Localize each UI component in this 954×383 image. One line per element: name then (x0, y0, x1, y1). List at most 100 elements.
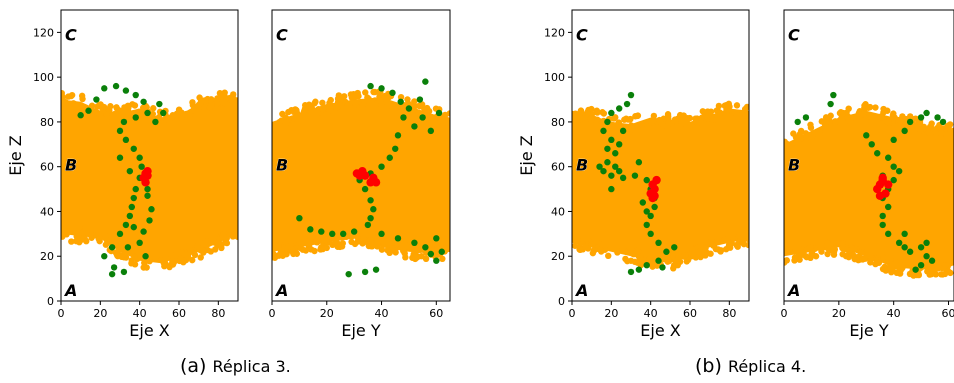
y-tick-label: 20 (551, 250, 565, 263)
path-point (296, 214, 303, 222)
x-tick-label: 60 (429, 307, 443, 320)
path-point (400, 114, 407, 121)
path-point (132, 91, 139, 99)
membrane-point (307, 238, 314, 245)
membrane-point (601, 246, 609, 253)
path-point (394, 132, 402, 139)
y-tick-label: 20 (40, 250, 54, 263)
membrane-point (818, 118, 826, 125)
path-point (671, 244, 678, 251)
membrane-point (818, 248, 825, 255)
path-point (397, 98, 404, 105)
membrane-point (272, 243, 280, 250)
membrane-point (378, 237, 386, 245)
y-tick-label: 0 (558, 295, 565, 308)
path-point (794, 118, 801, 126)
membrane-point (850, 114, 858, 121)
membrane-point (279, 252, 286, 259)
path-point (635, 159, 643, 166)
membrane-point (279, 110, 286, 118)
membrane-point (233, 227, 238, 234)
path-point (361, 268, 369, 276)
membrane-point (128, 260, 135, 267)
x-tick-label: 0 (781, 307, 788, 320)
path-point (367, 214, 374, 222)
membrane-point (832, 118, 839, 125)
membrane-point (423, 104, 431, 112)
x-tick-label: 40 (375, 307, 389, 320)
membrane-point (323, 244, 330, 252)
membrane-point (315, 106, 322, 113)
path-point (612, 150, 619, 157)
membrane-point (698, 243, 705, 250)
path-point (830, 91, 837, 99)
membrane-point (296, 239, 303, 246)
membrane-point (234, 233, 238, 240)
membrane-point (612, 114, 619, 121)
path-point (901, 244, 908, 251)
membrane-point (706, 240, 714, 247)
path-point (663, 248, 670, 255)
path-point (93, 96, 100, 103)
membrane-band (61, 89, 238, 271)
membrane-point (886, 263, 894, 270)
path-point (130, 194, 137, 202)
membrane-point (410, 251, 417, 258)
membrane-point (917, 127, 924, 134)
path-point (144, 109, 151, 117)
region-label-b: B (576, 155, 588, 174)
membrane-point (178, 115, 186, 122)
path-point (112, 82, 120, 90)
membrane-point (170, 112, 177, 120)
membrane-point (72, 102, 80, 110)
membrane-point (169, 257, 176, 265)
membrane-point (709, 116, 716, 123)
membrane-point (441, 243, 448, 250)
membrane-point (63, 231, 70, 238)
membrane-point (389, 245, 396, 253)
membrane-point (928, 267, 935, 274)
membrane-point (724, 107, 731, 114)
path-point (307, 226, 314, 233)
path-point (604, 145, 611, 152)
membrane-point (104, 113, 111, 121)
membrane-point (61, 96, 67, 104)
membrane-point (572, 112, 577, 119)
path-point (120, 268, 128, 276)
path-point (152, 118, 159, 126)
membrane-point (839, 118, 846, 125)
membrane-point (632, 113, 639, 120)
region-label-c: C (576, 26, 588, 45)
x-tick-label: 40 (887, 307, 901, 320)
path-point (604, 159, 611, 166)
membrane-point (791, 257, 798, 264)
membrane-point (877, 113, 885, 121)
site-point (878, 173, 887, 183)
path-point (405, 105, 413, 112)
path-point (608, 109, 615, 117)
membrane-point (376, 97, 384, 105)
membrane-point (631, 258, 639, 266)
panel-b-right: C B A 0 20 40 60 Eje Y (781, 9, 954, 340)
path-point (906, 248, 914, 255)
membrane-point (628, 122, 635, 129)
path-point (126, 167, 134, 175)
path-point (619, 174, 627, 182)
membrane-point (937, 129, 945, 137)
membrane-point (98, 103, 105, 111)
path-point (906, 118, 914, 126)
path-point (318, 228, 325, 235)
path-point (616, 105, 623, 112)
membrane-point (932, 271, 940, 278)
site-point (648, 193, 657, 203)
path-point (372, 266, 380, 273)
path-point (148, 206, 155, 213)
membrane-point (688, 245, 696, 253)
membrane-point (272, 122, 276, 130)
membrane-point (191, 251, 199, 259)
y-tick-label: 60 (40, 161, 54, 174)
membrane-point (445, 245, 450, 252)
x-tick-label: 0 (269, 307, 276, 320)
membrane-point (802, 135, 810, 142)
